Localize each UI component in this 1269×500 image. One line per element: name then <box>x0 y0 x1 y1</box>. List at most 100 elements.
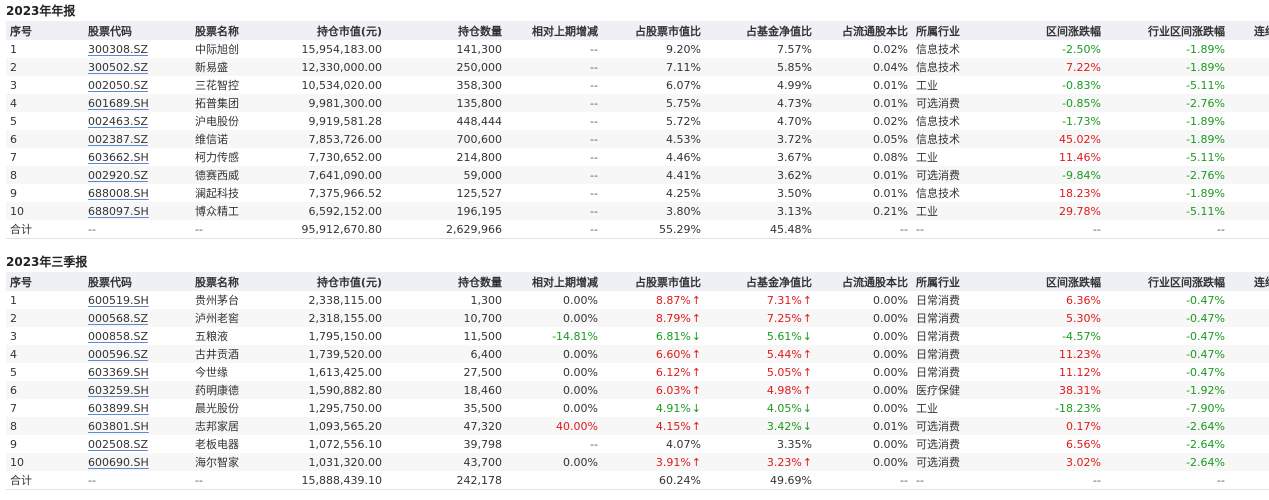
industry-value: 日常消费 <box>916 366 960 379</box>
stock-code[interactable]: 300502.SZ <box>84 58 191 76</box>
stock-code[interactable]: 688097.SH <box>84 202 191 220</box>
range-change-value: -2.50% <box>1062 42 1101 56</box>
stock-code[interactable]: 603259.SH <box>84 381 191 399</box>
net-asset-ratio-value: 4.73% <box>777 96 812 110</box>
stock-value-ratio: 4.25% <box>602 184 705 202</box>
stock-code-value[interactable]: 603369.SH <box>88 365 149 379</box>
stock-code[interactable]: 002387.SZ <box>84 130 191 148</box>
stock-code[interactable]: 603369.SH <box>84 363 191 381</box>
range-change-value: 11.23% <box>1059 347 1101 361</box>
consecutive-count: 4 <box>1229 309 1269 327</box>
stock-code-value[interactable]: 300502.SZ <box>88 60 149 74</box>
stock-code-value[interactable]: 000858.SZ <box>88 329 149 343</box>
consecutive-count: 1 <box>1229 166 1269 184</box>
net-asset-ratio-value: 4.99% <box>777 78 812 92</box>
stock-code-value[interactable]: 002050.SZ <box>88 78 149 92</box>
net-asset-ratio: 5.61%↓ <box>705 327 816 345</box>
column-header: 持仓数量 <box>386 272 506 291</box>
consecutive-count: 1 <box>1229 76 1269 94</box>
stock-code[interactable]: 002050.SZ <box>84 76 191 94</box>
column-header: 占基金净值比 <box>705 21 816 40</box>
range-change-value: 45.02% <box>1059 132 1101 146</box>
holding-quantity-value: 250,000 <box>456 60 503 74</box>
stock-value-ratio-value: 4.07% <box>666 437 701 451</box>
stock-code-value[interactable]: 601689.SH <box>88 96 149 110</box>
holding-value-value: 1,072,556.10 <box>308 437 382 451</box>
stock-name-value: 今世缘 <box>195 366 228 379</box>
row-number-value: 10 <box>10 455 24 469</box>
stock-code-value[interactable]: 688008.SH <box>88 186 149 200</box>
stock-code-value[interactable]: 688097.SH <box>88 204 149 218</box>
industry-range-change-value: -0.47% <box>1186 311 1225 325</box>
row-number: 6 <box>6 130 84 148</box>
industry: 信息技术 <box>912 184 1004 202</box>
stock-code[interactable]: 002920.SZ <box>84 166 191 184</box>
stock-name: 博众精工 <box>191 202 293 220</box>
stock-code[interactable]: 000858.SZ <box>84 327 191 345</box>
stock-name-value: 维信诺 <box>195 133 228 146</box>
table-row: 5 002463.SZ 沪电股份 9,919,581.28 448,444 -- 5.72%… <box>6 112 1269 130</box>
range-change: 38.31% <box>1004 381 1105 399</box>
stock-code-value[interactable]: 002508.SZ <box>88 437 149 451</box>
stock-code-value[interactable]: 603801.SH <box>88 419 149 433</box>
row-number: 8 <box>6 417 84 435</box>
stock-name: 三花智控 <box>191 76 293 94</box>
row-number-value: 2 <box>10 60 17 74</box>
total-holding-value-value: 15,888,439.10 <box>301 473 382 487</box>
stock-name: 维信诺 <box>191 130 293 148</box>
float-share-ratio: 0.00% <box>816 453 912 471</box>
stock-code[interactable]: 688008.SH <box>84 184 191 202</box>
stock-value-ratio: 8.87%↑ <box>602 291 705 309</box>
stock-code-value[interactable]: 300308.SZ <box>88 42 149 56</box>
stock-code[interactable]: 600519.SH <box>84 291 191 309</box>
total-name-value: -- <box>195 222 203 236</box>
stock-code-value[interactable]: 603899.SH <box>88 401 149 415</box>
stock-code-value[interactable]: 603662.SH <box>88 150 149 164</box>
net-asset-ratio-value: 3.35% <box>777 437 812 451</box>
stock-code-value[interactable]: 000596.SZ <box>88 347 149 361</box>
column-header: 序号 <box>6 272 84 291</box>
stock-code-value[interactable]: 002920.SZ <box>88 168 149 182</box>
industry-range-change: -7.90% <box>1105 399 1229 417</box>
stock-code[interactable]: 002508.SZ <box>84 435 191 453</box>
industry: 日常消费 <box>912 327 1004 345</box>
change-vs-previous: 0.00% <box>506 381 602 399</box>
range-change: 11.46% <box>1004 148 1105 166</box>
consecutive-count: 2 <box>1229 453 1269 471</box>
row-number: 5 <box>6 112 84 130</box>
consecutive-count: 1 <box>1229 148 1269 166</box>
consecutive-count: 14 <box>1229 291 1269 309</box>
stock-code-value[interactable]: 600519.SH <box>88 293 149 307</box>
stock-code[interactable]: 600690.SH <box>84 453 191 471</box>
row-number: 9 <box>6 184 84 202</box>
holding-quantity-value: 125,527 <box>456 186 503 200</box>
stock-code[interactable]: 000568.SZ <box>84 309 191 327</box>
holding-value-value: 9,919,581.28 <box>308 114 382 128</box>
row-number-value: 9 <box>10 437 17 451</box>
change-vs-previous: 0.00% <box>506 291 602 309</box>
stock-code[interactable]: 300308.SZ <box>84 40 191 58</box>
stock-code-value[interactable]: 002387.SZ <box>88 132 149 146</box>
stock-code[interactable]: 603801.SH <box>84 417 191 435</box>
stock-code[interactable]: 603662.SH <box>84 148 191 166</box>
range-change-value: -0.85% <box>1062 96 1101 110</box>
stock-code-value[interactable]: 000568.SZ <box>88 311 149 325</box>
column-header: 占基金净值比 <box>705 272 816 291</box>
stock-code-value[interactable]: 603259.SH <box>88 383 149 397</box>
consecutive-count: 3 <box>1229 435 1269 453</box>
holding-quantity: 35,500 <box>386 399 506 417</box>
float-share-ratio-value: 0.00% <box>873 293 908 307</box>
change-vs-previous-value: -- <box>590 60 598 74</box>
stock-code-value[interactable]: 600690.SH <box>88 455 149 469</box>
industry: 可选消费 <box>912 453 1004 471</box>
float-share-ratio: 0.04% <box>816 58 912 76</box>
stock-code[interactable]: 002463.SZ <box>84 112 191 130</box>
stock-value-ratio-value: 6.81% <box>655 329 691 343</box>
total-change: -- <box>506 220 602 239</box>
industry-range-change: -0.47% <box>1105 309 1229 327</box>
industry-value: 日常消费 <box>916 294 960 307</box>
stock-code[interactable]: 603899.SH <box>84 399 191 417</box>
stock-code[interactable]: 601689.SH <box>84 94 191 112</box>
stock-code[interactable]: 000596.SZ <box>84 345 191 363</box>
stock-code-value[interactable]: 002463.SZ <box>88 114 149 128</box>
